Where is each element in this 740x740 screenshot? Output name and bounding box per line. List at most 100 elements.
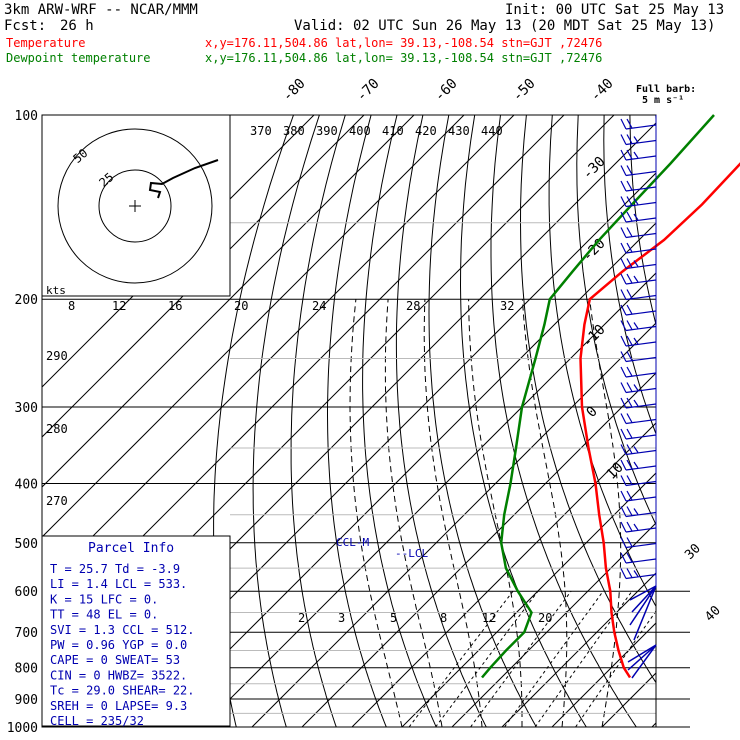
parcel-row: Tc = 29.0 SHEAR= 22. — [50, 684, 195, 698]
wind-barb — [620, 289, 657, 301]
theta-label: 290 — [46, 349, 68, 363]
pressure-tick: 400 — [15, 477, 38, 492]
theta-e-label: 410 — [382, 124, 404, 138]
pressure-tick: 300 — [15, 401, 38, 416]
isotherm — [501, 572, 656, 727]
temperature-legend: Temperature — [6, 36, 85, 50]
height-label: 32 — [500, 299, 514, 313]
hodograph-kts-label: kts — [46, 284, 66, 297]
pressure-tick: 1000 — [7, 721, 38, 736]
dewpoint-location: x,y=176.11,504.86 lat,lon= 39.13,-108.54… — [205, 51, 602, 65]
theta-label: 270 — [46, 494, 68, 508]
mixing-ratio-label: 12 — [482, 611, 496, 625]
hodograph: 25 50 kts — [41, 114, 231, 297]
isotherm — [301, 372, 656, 727]
wind-barb — [620, 196, 657, 208]
theta-e-label: 420 — [415, 124, 437, 138]
wind-barb — [620, 428, 657, 440]
isobars — [41, 114, 690, 728]
theta-e-label: 400 — [349, 124, 371, 138]
wind-barb — [620, 335, 657, 347]
isotherm — [551, 622, 656, 727]
valid-time: Valid: 02 UTC Sun 26 May 13 (20 MDT Sat … — [294, 18, 715, 34]
parcel-row: CIN = 0 HWBZ= 3522. — [50, 668, 187, 682]
isotherm — [151, 222, 656, 727]
dry-adiabat — [682, 115, 740, 727]
wind-barb — [620, 180, 657, 192]
wind-barb — [620, 366, 657, 378]
pressure-tick: 200 — [15, 293, 38, 308]
wind-barb — [620, 521, 657, 533]
dewpoint-legend: Dewpoint temperature — [6, 51, 151, 65]
theta-e-label: 430 — [448, 124, 470, 138]
dry-adiabat — [708, 115, 740, 727]
temperature-tick-40: 40 — [702, 603, 724, 625]
barb-note-2: 5 m s⁻¹ — [642, 95, 684, 106]
isotherm — [251, 322, 656, 727]
moist-adiabat — [423, 299, 483, 727]
dry-adiabat — [576, 115, 656, 526]
temperature-tick: -60 — [432, 76, 461, 105]
moist-adiabat — [468, 299, 523, 727]
parcel-row: SVI = 1.3 CCL = 512. — [50, 623, 195, 637]
dry-adiabat — [290, 115, 346, 727]
fcst-label: Fcst: — [4, 18, 46, 34]
temperature-tick-30: 30 — [682, 541, 704, 563]
pressure-tick: 800 — [15, 662, 38, 677]
ccl-label: CCL-M — [336, 536, 369, 549]
pressure-tick: 500 — [15, 537, 38, 552]
hodograph-trace — [148, 159, 219, 199]
wind-barb — [620, 118, 657, 130]
moist-adiabat — [384, 299, 443, 727]
temperature-location: x,y=176.11,504.86 lat,lon= 39.13,-108.54… — [205, 36, 602, 50]
wind-barb — [620, 506, 657, 518]
theta-e-label: 440 — [481, 124, 503, 138]
isotherm — [42, 115, 415, 488]
temperature-tick: -70 — [354, 76, 383, 105]
height-label: 8 — [68, 299, 75, 313]
lcl-label: --LCL — [395, 547, 428, 560]
dry-adiabat — [734, 115, 740, 727]
height-label: 24 — [312, 299, 326, 313]
fcst-value: 26 h — [60, 18, 94, 34]
wind-barb — [620, 211, 657, 223]
wind-barb — [620, 304, 657, 316]
wind-barb — [620, 382, 657, 394]
wind-barb — [620, 537, 657, 549]
wind-barb — [620, 258, 657, 270]
pressure-tick: 100 — [15, 109, 38, 124]
moist-adiabat — [521, 299, 568, 727]
parcel-row: K = 15 LFC = 0. — [50, 592, 158, 606]
isotherm — [351, 422, 656, 727]
parcel-info-title: Parcel Info — [88, 541, 174, 556]
isotherm — [451, 522, 656, 727]
mixing-ratio-label: 5 — [390, 611, 397, 625]
parcel-row: LI = 1.4 LCL = 533. — [50, 577, 187, 591]
pressure-labels: 100 200 300 400 500 600 700 800 900 1000 — [7, 109, 38, 736]
barb-note-1: Full barb: — [636, 84, 696, 95]
pressure-tick: 600 — [15, 585, 38, 600]
height-label: 12 — [112, 299, 126, 313]
mixing-ratio-label: 3 — [338, 611, 345, 625]
moist-adiabat — [589, 299, 622, 727]
profile-lines — [481, 114, 740, 679]
parcel-row: SREH = 0 LAPSE= 9.3 — [50, 699, 187, 713]
wind-barb — [620, 413, 657, 425]
isotherm — [42, 115, 515, 588]
wind-barb — [620, 552, 657, 564]
mixing-ratio-label: 20 — [538, 611, 552, 625]
wind-barb — [620, 242, 657, 254]
theta-e-label: 370 — [250, 124, 272, 138]
isotherm — [401, 472, 656, 727]
model-title: 3km ARW-WRF -- NCAR/MMM — [4, 2, 198, 18]
wind-barb — [620, 351, 657, 363]
temperature-tick: -80 — [280, 76, 309, 105]
isotherm — [42, 115, 365, 438]
parcel-row: PW = 0.96 YGP = 0.0 — [50, 638, 187, 652]
wind-barb — [620, 165, 657, 177]
height-label: 20 — [234, 299, 248, 313]
wind-barb — [620, 273, 657, 285]
dewpoint-profile — [481, 114, 715, 679]
parcel-row: TT = 48 EL = 0. — [50, 608, 158, 622]
